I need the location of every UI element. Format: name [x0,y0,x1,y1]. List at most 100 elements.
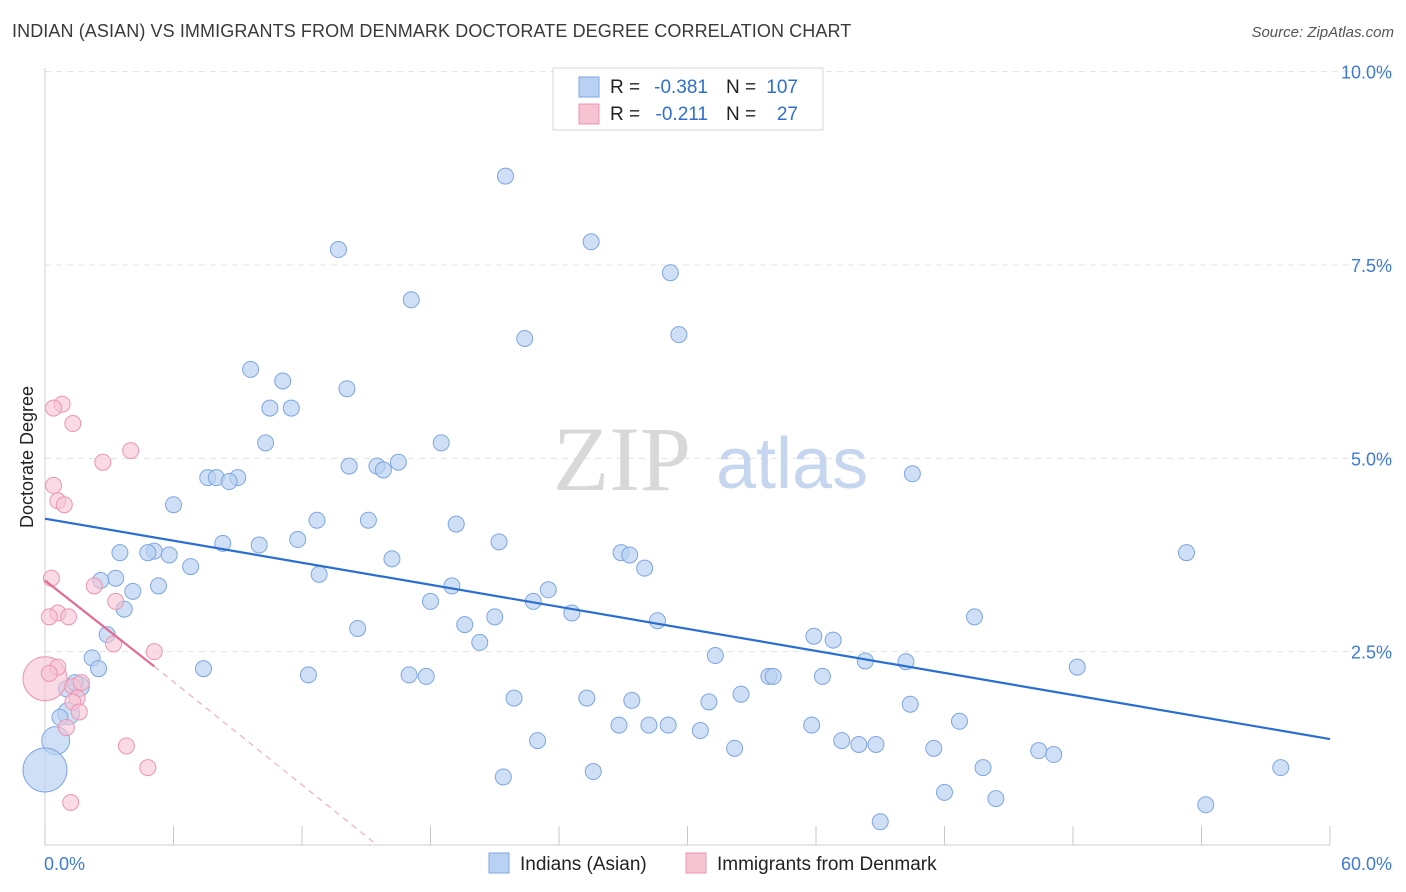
indians-point [974,759,992,777]
indians-point [623,691,641,709]
indians-point [700,693,718,711]
indians-point [432,434,450,452]
indians-point [107,569,125,587]
legend-n-label-2: N = [726,104,756,125]
indians-point [194,660,212,678]
indians-point [813,667,831,685]
indians-point [349,619,367,637]
indians-point [456,616,474,634]
indians-point [850,735,868,753]
indians-point [486,608,504,626]
indians-point [220,473,238,491]
indians-point [764,667,782,685]
y-tick-label: 10.0% [1341,63,1392,83]
indians-point [299,666,317,684]
indians-point [732,685,750,703]
indians-point [833,732,851,750]
indians-point [389,453,407,471]
indians-point [706,647,724,665]
axes [44,68,1331,846]
indians-point [443,577,461,595]
indians-point [422,592,439,610]
indians-point [516,329,534,347]
indians-point [661,264,679,282]
denmark-trend-extension [153,665,378,846]
denmark-point [57,718,75,736]
indians-point [274,372,292,390]
indians-point [490,533,508,551]
y-tick-label: 2.5% [1351,643,1392,663]
indians-point [111,544,129,562]
denmark-point [145,643,163,661]
indians-point [250,536,268,554]
source-label: Source: ZipAtlas.com [1251,24,1394,41]
legend-n-value-1: 107 [766,77,798,98]
chart-title: INDIAN (ASIAN) VS IMMIGRANTS FROM DENMAR… [12,21,852,41]
denmark-point [40,608,58,626]
indians-point [636,559,654,577]
indians-point [621,546,639,564]
indians-point [1272,759,1290,777]
indians-point [90,660,108,678]
trend-lines [44,517,1331,846]
legend-r-label-1: R = [610,77,640,98]
denmark-point [45,399,63,417]
indians-point [359,511,377,529]
watermark-zip: ZIP [553,408,691,510]
bottom-legend-swatch-pink [685,852,707,874]
indians-point [965,608,983,626]
indians-point [496,167,514,185]
indians-point [987,790,1005,808]
denmark-point [94,453,112,471]
legend-r-label-2: R = [610,104,640,125]
indians-point [529,732,547,750]
indians-point [936,783,953,801]
denmark-point [105,635,123,653]
indians-point [282,399,300,417]
indians-point [494,768,512,786]
denmark-point [42,569,60,587]
x-tick-min: 0.0% [44,854,85,874]
gridlines [45,71,1392,653]
indians-point [670,326,688,344]
indians-point [308,511,326,529]
denmark-point [72,674,90,692]
y-axis-label: Doctorate Degree [17,386,37,528]
indians-point [1068,658,1086,676]
denmark-point [85,577,103,595]
indians-point [165,496,182,514]
indians-point [383,550,401,568]
indians-point [582,233,600,251]
indians-point [257,434,275,452]
indians-point [659,716,677,734]
indians-point [338,380,356,398]
indians-point [310,565,328,583]
indians-point [402,291,420,309]
denmark-point [139,759,157,777]
denmark-point [55,496,73,514]
indians-point [417,667,435,685]
indians-point [289,531,307,549]
indians-point [139,544,157,562]
indians-point [925,739,943,757]
indians-point [640,716,658,734]
indians-point [471,633,489,651]
watermark: ZIP atlas [553,408,868,510]
indians-point [340,457,358,475]
indians-point [691,722,709,740]
denmark-point [40,664,58,682]
x-tick-labels: 0.0% 60.0% [44,854,1392,874]
indians-point [867,735,885,753]
watermark-atlas: atlas [716,424,868,504]
indians-point [803,716,821,734]
legend-n-value-2: 27 [777,104,798,125]
denmark-point [117,737,135,755]
bottom-legend: Indians (Asian) Immigrants from Denmark [488,852,937,875]
legend-r-value-2: -0.211 [656,104,708,125]
indians-trend-line [44,517,1331,741]
legend-swatch-pink [578,103,600,125]
indians-point [447,515,465,533]
denmark-trend-line [44,579,155,668]
legend-r-value-1: -0.381 [654,77,708,98]
